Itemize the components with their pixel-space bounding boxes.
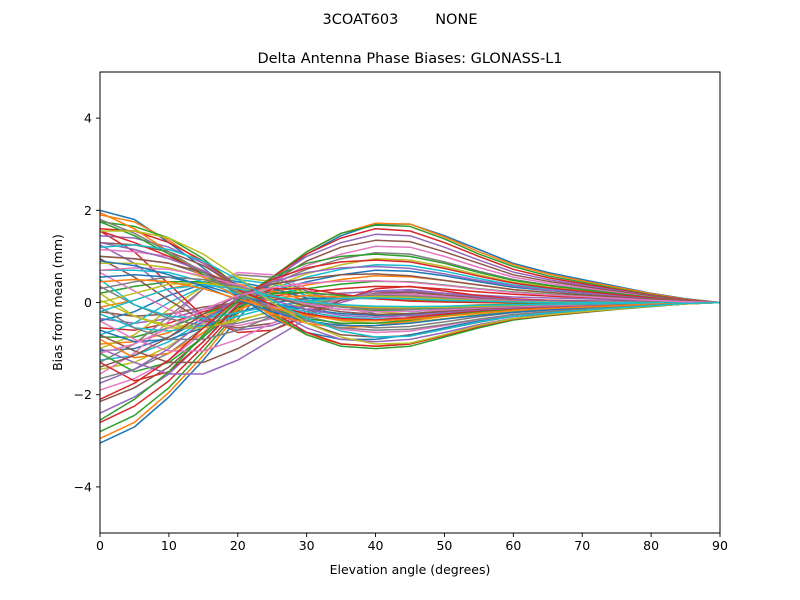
series-line-65	[100, 265, 720, 384]
x-tick-label: 40	[368, 538, 384, 553]
series-line-4	[100, 227, 720, 424]
figure-suptitle: 3COAT603 NONE	[323, 12, 478, 28]
y-axis-label: Bias from mean (mm)	[50, 234, 65, 371]
x-tick-label: 30	[299, 538, 315, 553]
y-axis: −4 −2 0 2 4	[74, 111, 100, 494]
series-line-69	[100, 230, 720, 345]
x-tick-label: 10	[161, 538, 177, 553]
x-tick-label: 20	[230, 538, 246, 553]
y-tick-label: 2	[84, 203, 92, 218]
series-line-64	[100, 259, 720, 400]
x-axis-label: Elevation angle (degrees)	[330, 562, 491, 577]
chart-title: Delta Antenna Phase Biases: GLONASS-L1	[257, 51, 562, 67]
series-line-66	[100, 273, 720, 368]
series-line-68	[100, 218, 720, 331]
x-tick-label: 80	[643, 538, 659, 553]
y-tick-label: −2	[74, 387, 92, 402]
series-line-67	[100, 280, 720, 354]
x-tick-label: 0	[96, 538, 104, 553]
x-tick-label: 70	[574, 538, 590, 553]
series-line-40	[100, 278, 720, 320]
series-line-60	[100, 284, 720, 313]
y-tick-label: −4	[74, 479, 92, 494]
x-tick-label: 60	[505, 538, 521, 553]
series-line-63	[100, 253, 720, 421]
series-line-70	[100, 244, 720, 338]
x-tick-label: 50	[436, 538, 452, 553]
series-layer	[100, 209, 720, 444]
y-tick-label: 0	[84, 295, 92, 310]
y-tick-label: 4	[84, 111, 92, 126]
x-axis: 0 10 20 30 40 50 60 70 80 90	[96, 533, 728, 553]
x-tick-label: 90	[712, 538, 728, 553]
series-line-2	[100, 222, 720, 440]
series-line-62	[100, 278, 720, 322]
